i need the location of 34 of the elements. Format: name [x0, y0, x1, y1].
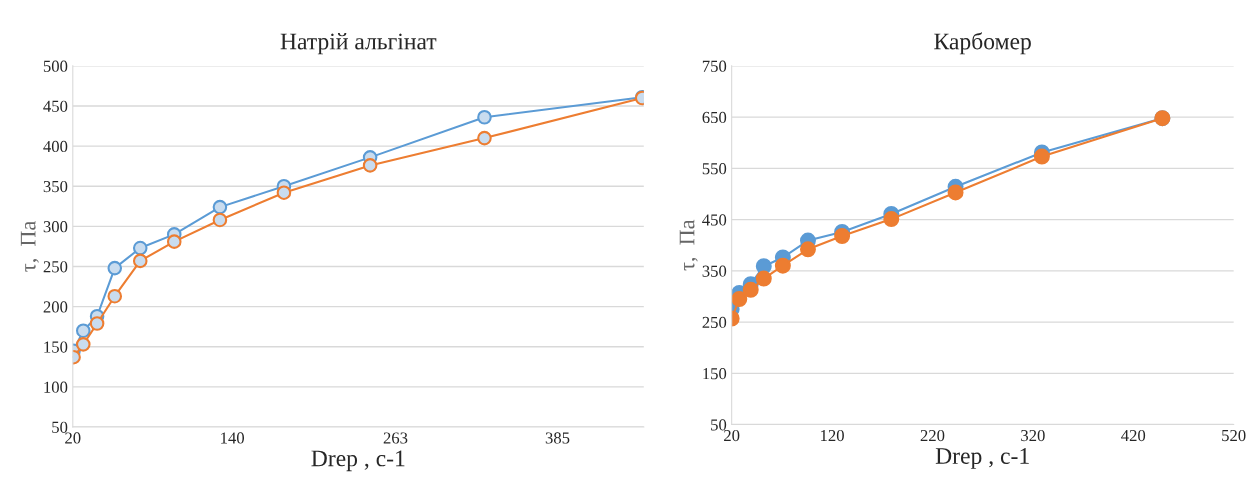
y-tick-label: 350: [43, 180, 68, 193]
y-tick-label: 400: [43, 140, 68, 153]
x-tick-label: 140: [221, 432, 245, 444]
x-axis-title: Drep , с-1: [311, 450, 405, 472]
y-tick-label: 50: [711, 419, 727, 431]
chart-title: Натрій альгінат: [280, 33, 437, 55]
y-tick-label: 200: [43, 301, 68, 313]
y-tick-label: 150: [703, 368, 727, 380]
y-tick-label: 250: [702, 316, 727, 329]
y-tick-label: 250: [43, 261, 68, 273]
x-axis-title: Drep , с-1: [935, 448, 1029, 469]
y-tick-label: 300: [43, 221, 68, 233]
x-tick-label: 263: [383, 432, 408, 444]
x-tick-label: 420: [1121, 429, 1146, 442]
x-tick-label: 220: [920, 429, 945, 442]
y-tick-label: 500: [43, 60, 68, 72]
x-tick-label: 20: [724, 429, 740, 442]
y-tick-label: 150: [44, 341, 68, 353]
y-tick-label: 650: [702, 111, 727, 124]
y-axis-title: τ, Па: [20, 220, 39, 272]
y-tick-label: 100: [44, 381, 68, 393]
y-tick-label: 750: [702, 60, 727, 72]
x-tick-label: 120: [821, 429, 844, 442]
y-axis-title: τ, Па: [679, 219, 698, 271]
y-tick-label: 50: [52, 421, 68, 433]
chart-title: Карбомер: [934, 32, 1031, 55]
y-tick-label: 350: [702, 265, 727, 277]
x-tick-label: 520: [1222, 429, 1246, 442]
x-tick-label: 320: [1021, 429, 1045, 442]
x-tick-label: 20: [65, 432, 81, 444]
y-tick-label: 450: [43, 100, 68, 112]
y-tick-label: 450: [702, 214, 727, 226]
x-tick-label: 385: [545, 432, 570, 444]
y-tick-label: 550: [702, 163, 727, 175]
